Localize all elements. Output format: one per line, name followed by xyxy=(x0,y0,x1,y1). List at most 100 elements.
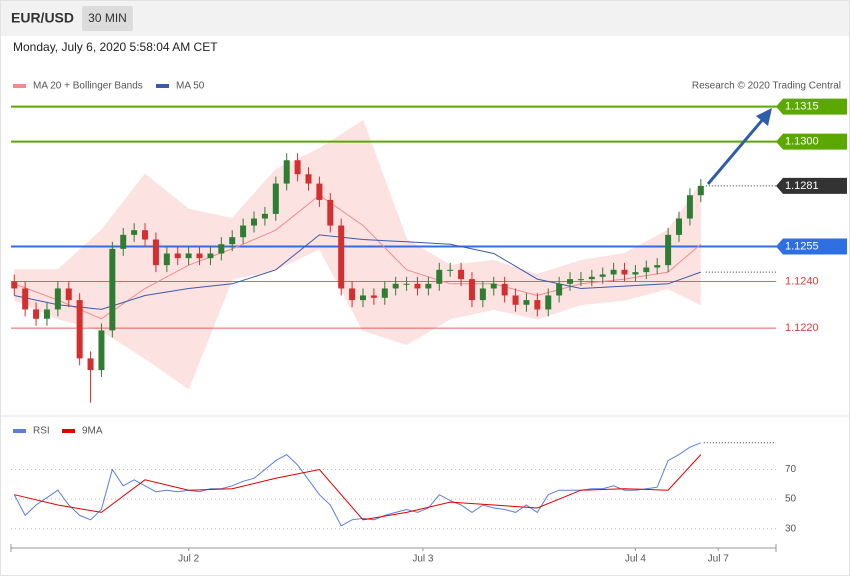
candle-body xyxy=(490,283,497,289)
series-line xyxy=(13,442,701,527)
candle-body xyxy=(621,269,628,275)
arrow-shaft xyxy=(706,117,766,185)
candle-body xyxy=(381,288,388,298)
candle-body xyxy=(272,183,279,214)
level-label: 1.1300 xyxy=(785,136,819,148)
candle-body xyxy=(98,330,105,371)
interval[interactable]: 30 MIN xyxy=(88,11,127,25)
candle-body xyxy=(327,199,334,226)
y-tick-label: 30 xyxy=(785,523,797,534)
ma50-line xyxy=(14,234,701,310)
level-box xyxy=(776,98,847,115)
legend-label: 9MA xyxy=(82,426,103,437)
candle-body xyxy=(545,295,552,310)
candle-body xyxy=(665,234,672,266)
candle-body xyxy=(643,267,650,273)
candle-body xyxy=(294,160,301,175)
level-box xyxy=(776,177,847,194)
candle-body xyxy=(240,225,247,238)
candle-body xyxy=(349,288,356,301)
candle-body xyxy=(610,269,617,275)
legend-swatch xyxy=(156,84,169,88)
candle-body xyxy=(338,225,345,289)
candle-body xyxy=(33,309,40,319)
legend-label: MA 20 + Bollinger Bands xyxy=(33,81,143,92)
level-label: 1.1255 xyxy=(785,240,819,252)
candle-body xyxy=(76,300,83,359)
arrow-head xyxy=(756,108,772,126)
x-tick-label: Jul 2 xyxy=(178,554,200,565)
bollinger-line xyxy=(14,119,702,276)
legend-swatch xyxy=(62,429,75,433)
candle-body xyxy=(120,234,127,249)
candle-body xyxy=(359,295,366,301)
candle-body xyxy=(11,281,18,289)
candle-body xyxy=(523,300,530,305)
y-tick-label: 70 xyxy=(785,464,797,475)
symbol: EUR/USD xyxy=(11,10,74,26)
bollinger-fill xyxy=(14,120,701,389)
interval-button[interactable] xyxy=(82,6,133,31)
x-tick-label: Jul 7 xyxy=(708,554,730,565)
candle-body xyxy=(403,283,410,285)
candle-body xyxy=(174,253,181,259)
level-label: 1.1220 xyxy=(785,322,819,334)
candle-body xyxy=(697,185,704,196)
candle-body xyxy=(676,218,683,235)
candle-body xyxy=(142,230,149,240)
y-tick-label: 50 xyxy=(785,494,797,505)
candle-body xyxy=(131,230,138,235)
candle-body xyxy=(588,276,595,280)
candle-body xyxy=(87,358,94,371)
candle-body xyxy=(599,274,606,277)
candle-body xyxy=(686,195,693,219)
candle-body xyxy=(534,300,541,310)
candle-body xyxy=(556,283,563,296)
candle-body xyxy=(65,288,72,301)
candle-body xyxy=(479,288,486,301)
candle-body xyxy=(436,269,443,284)
x-tick-label: Jul 4 xyxy=(625,554,647,565)
level-box xyxy=(776,238,847,255)
candle-body xyxy=(447,269,454,271)
candle-body xyxy=(458,269,465,280)
candle-body xyxy=(283,160,290,184)
legend-swatch xyxy=(13,429,26,433)
candle-body xyxy=(501,283,508,296)
candle-body xyxy=(54,288,61,310)
candle-body xyxy=(468,279,475,301)
bollinger-line xyxy=(14,248,702,390)
candle-body xyxy=(414,283,421,289)
candle-body xyxy=(654,265,661,268)
legend-swatch xyxy=(13,84,26,88)
candle-body xyxy=(207,253,214,259)
candle-body xyxy=(316,183,323,200)
candle-body xyxy=(567,279,574,284)
ma20-line xyxy=(14,194,702,320)
timestamp: Monday, July 6, 2020 5:58:04 AM CET xyxy=(13,40,218,54)
level-box xyxy=(776,133,847,150)
header-bar xyxy=(1,1,849,36)
x-tick-label: Jul 3 xyxy=(412,554,434,565)
candle-body xyxy=(43,309,50,319)
legend-label: MA 50 xyxy=(176,81,205,92)
candle-body xyxy=(196,253,203,259)
candle-body xyxy=(218,244,225,254)
candle-body xyxy=(109,248,116,331)
candle-body xyxy=(185,253,192,259)
candle-body xyxy=(392,283,399,289)
level-label: 1.1281 xyxy=(785,180,819,192)
level-label: 1.1315 xyxy=(785,101,819,113)
candle-body xyxy=(22,288,29,310)
candle-body xyxy=(305,174,312,184)
candle-body xyxy=(632,272,639,275)
candle-body xyxy=(512,295,519,305)
candle-body xyxy=(425,283,432,289)
target-arrow xyxy=(706,108,772,185)
candle-body xyxy=(229,237,236,245)
candle-body xyxy=(251,218,258,226)
legend-label: RSI xyxy=(33,426,50,437)
series-line xyxy=(14,454,702,521)
candle-body xyxy=(152,239,159,266)
